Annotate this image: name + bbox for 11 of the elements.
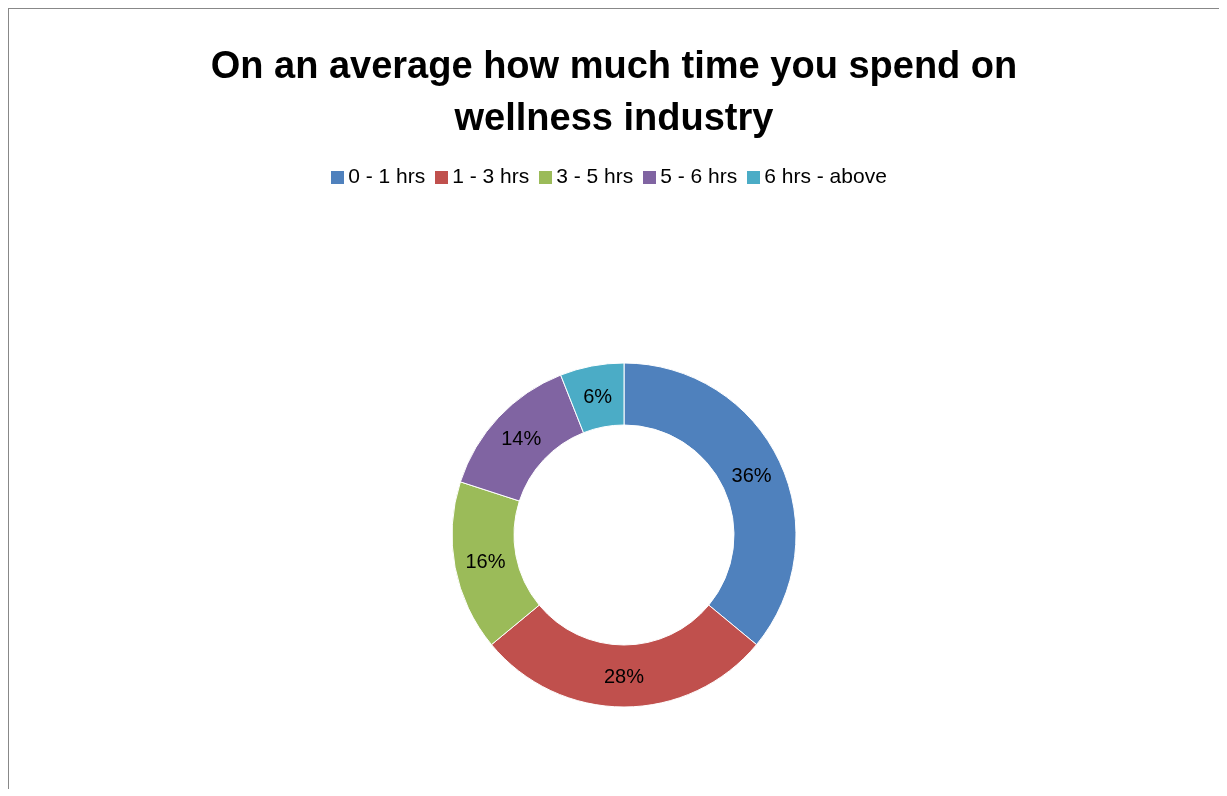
legend-label: 3 - 5 hrs	[556, 164, 634, 187]
chart-title: On an average how much time you spend on wellness industry	[209, 43, 1019, 140]
data-label: 36%	[731, 463, 772, 486]
legend-label: 1 - 3 hrs	[452, 164, 530, 187]
data-label: 6%	[583, 385, 613, 408]
legend-label: 5 - 6 hrs	[660, 164, 738, 187]
data-label: 16%	[465, 550, 506, 573]
data-label: 14%	[501, 427, 542, 450]
legend-label: 6 hrs - above	[764, 164, 887, 187]
legend-label: 0 - 1 hrs	[348, 164, 426, 187]
data-label: 28%	[603, 665, 645, 687]
